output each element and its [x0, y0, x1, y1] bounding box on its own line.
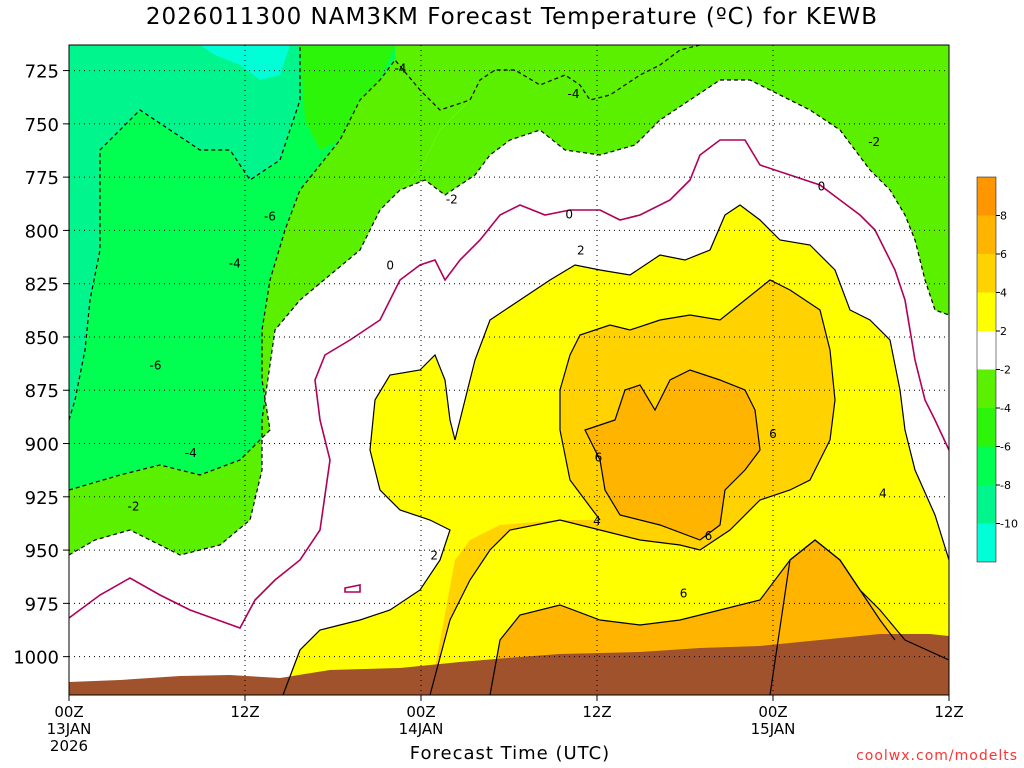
colorbar-label: -2 — [1000, 364, 1011, 377]
contour-label: 4 — [593, 514, 601, 528]
y-tick-label: 750 — [25, 115, 59, 136]
contour-4 — [429, 279, 836, 695]
colorbar-label: -4 — [1000, 402, 1011, 415]
y-tick-label: 900 — [25, 435, 59, 456]
y-tick-label: 1000 — [13, 648, 59, 669]
colorbar-swatch — [977, 215, 996, 254]
x-axis-label: Forecast Time (UTC) — [409, 743, 611, 764]
contour-label: 2 — [577, 244, 585, 258]
fill-below-minus-8 — [69, 45, 300, 420]
contour-label: -2 — [128, 499, 140, 513]
contour-label: 0 — [386, 259, 394, 273]
colorbar-label: 6 — [1000, 248, 1007, 261]
contour-label: -4 — [229, 256, 241, 270]
x-tick-label: 00Z — [758, 703, 787, 721]
colorbar-swatch — [977, 523, 996, 562]
contour-6-lower — [489, 539, 896, 695]
x-tick-label: 2026 — [50, 737, 88, 755]
contour-label: -4 — [568, 87, 580, 101]
plot-area — [69, 45, 949, 695]
y-tick-label: 925 — [25, 488, 59, 509]
contour-0-main — [69, 139, 949, 629]
fill-6-to-8 — [490, 370, 949, 695]
y-tick-label: 950 — [25, 541, 59, 562]
contour-label: -4 — [394, 61, 406, 75]
contour-minus-2-dashed — [69, 79, 949, 556]
x-tick-label: 12Z — [934, 703, 963, 721]
colorbar-swatch — [977, 292, 996, 331]
y-tick-label: 975 — [25, 594, 59, 615]
y-tick-label: 825 — [25, 275, 59, 296]
contour-labels: -4 -4 -6 -4 -6 -4 -2 -2 0 0 0 -2 2 2 6 4 6 6 6 4 — [128, 61, 887, 601]
zero-contour-lines — [69, 139, 949, 629]
colorbar-swatch — [977, 177, 996, 216]
contour-label: 6 — [595, 450, 603, 464]
colorbar-swatch — [977, 408, 996, 447]
fill-minus-6-to-minus-4 — [69, 45, 395, 490]
contour-6 — [584, 369, 761, 541]
contour-label: -6 — [264, 209, 276, 223]
colorbar: -10 -8 -6 -4 -2 2 4 6 8 — [976, 176, 1018, 563]
contour-label: 0 — [565, 207, 573, 221]
colorbar-swatch — [977, 254, 996, 293]
contour-minus-4-dashed — [69, 45, 701, 491]
x-tick-label: 14JAN — [399, 720, 444, 738]
fill-minus-4-to-minus-2-upper — [395, 45, 949, 315]
y-tick-label: 775 — [25, 168, 59, 189]
plot-frame — [68, 44, 950, 696]
y-tick-label: 850 — [25, 328, 59, 349]
x-tick-label: 12Z — [582, 703, 611, 721]
contour-label: -2 — [868, 135, 880, 149]
colorbar-label: -8 — [1000, 479, 1011, 492]
contour-minus-6-dashed — [69, 45, 301, 421]
y-tick-label: 725 — [25, 62, 59, 83]
y-tick-label: 875 — [25, 381, 59, 402]
contour-label: 0 — [818, 180, 826, 194]
contour-lines — [69, 45, 949, 695]
contour-label: 6 — [769, 427, 777, 441]
colorbar-swatch — [977, 331, 996, 370]
contour-label: -6 — [150, 359, 162, 373]
contour-2 — [282, 204, 949, 695]
x-tick-label: 13JAN — [47, 720, 92, 738]
colorbar-swatch — [977, 485, 996, 524]
y-tick-label: 800 — [25, 221, 59, 242]
colorbar-label: 8 — [1000, 210, 1007, 223]
contour-label: 6 — [680, 587, 688, 601]
fill-minus-6-upper — [300, 45, 395, 150]
colorbar-label: -6 — [1000, 441, 1011, 454]
contour-label: -2 — [446, 192, 458, 206]
x-tick-label: 00Z — [406, 703, 435, 721]
colorbar-label: 2 — [1000, 325, 1007, 338]
x-tick-label: 12Z — [230, 703, 259, 721]
contour-0-small — [344, 584, 361, 593]
colorbar-label: -10 — [1000, 518, 1018, 531]
contour-label: -4 — [185, 446, 197, 460]
fill-below-minus-10 — [200, 45, 290, 80]
y-axis: 725 750 775 800 825 850 875 900 925 950 975 1000 — [13, 62, 69, 669]
colorbar-label: 4 — [1000, 287, 1007, 300]
contour-label: 4 — [879, 487, 887, 501]
x-tick-label: 15JAN — [751, 720, 796, 738]
credit-text: coolwx.com/modelts — [856, 748, 1018, 764]
grid-lines — [68, 45, 950, 695]
colorbar-swatch — [977, 369, 996, 408]
colorbar-swatch — [977, 446, 996, 485]
contour-label: 2 — [430, 548, 438, 562]
fill-minus-4-to-minus-2 — [69, 45, 470, 555]
x-tick-label: 00Z — [54, 703, 83, 721]
contour-label: 6 — [705, 529, 713, 543]
chart-title: 2026011300 NAM3KM Forecast Temperature (… — [145, 4, 879, 30]
